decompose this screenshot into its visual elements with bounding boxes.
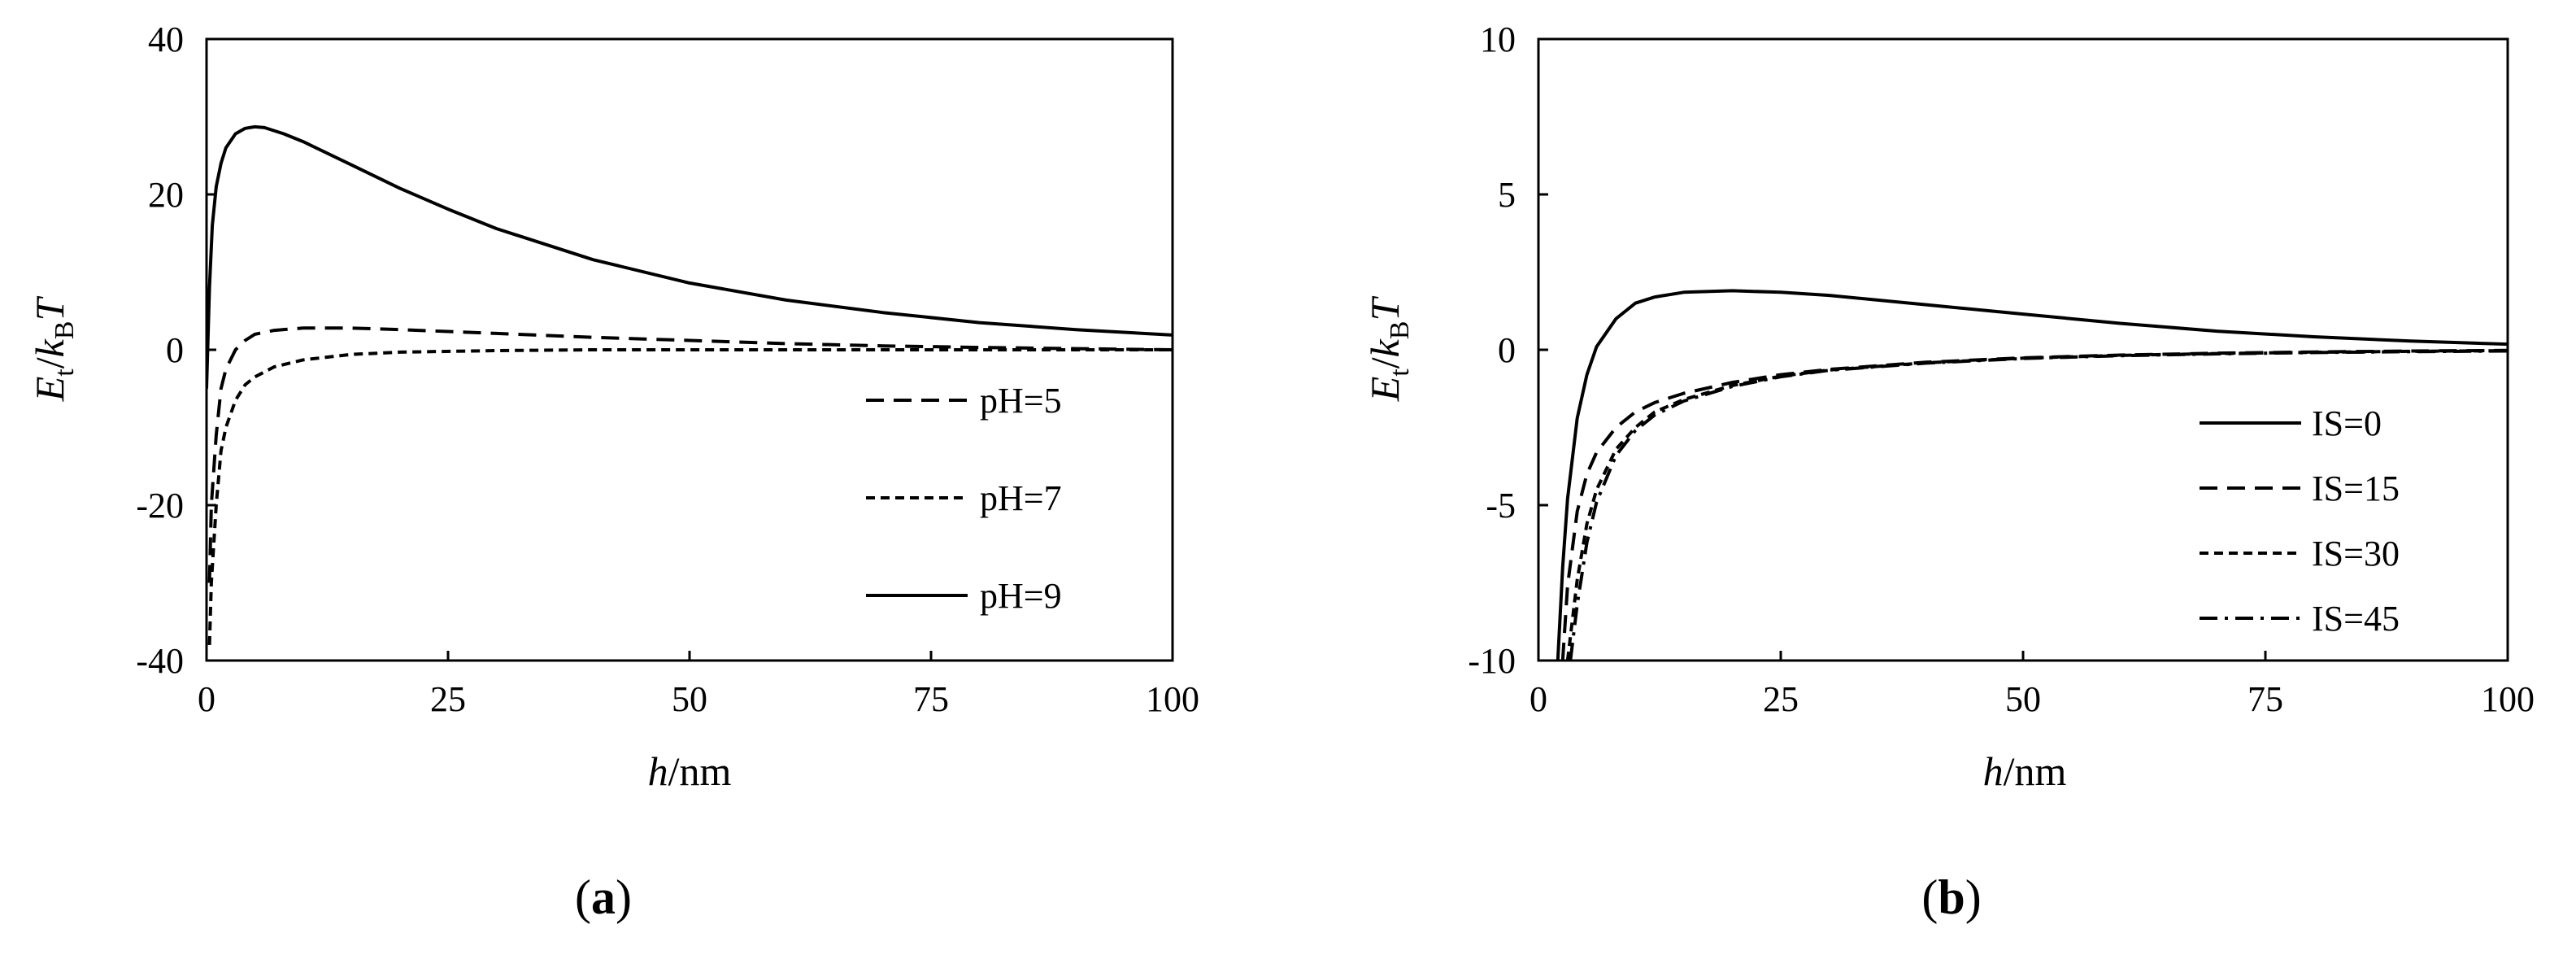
- ticks-a: 0 25 50 75 100 -40 -20 0 20 40: [136, 20, 1199, 719]
- panel-label-b: (b): [1921, 870, 1981, 924]
- x-axis-title-b: h/nm: [1983, 748, 2067, 794]
- legend-label: IS=0: [2312, 403, 2382, 443]
- ticks-b: 0 25 50 75 100 -10 -5 0 5 10: [1468, 20, 2535, 719]
- y-tick-label: 20: [148, 175, 184, 215]
- legend-label: pH=9: [980, 576, 1062, 616]
- series-line-ph-7: [207, 348, 1173, 645]
- x-tick-label: 100: [1146, 679, 1199, 719]
- series-line-is-30: [1565, 349, 2508, 661]
- series-line-is-15: [1560, 348, 2508, 661]
- curves-b: [1556, 289, 2508, 661]
- series-line-ph-9: [207, 124, 1173, 389]
- y-tick-label: 5: [1498, 175, 1516, 215]
- legend-label: pH=7: [980, 478, 1062, 518]
- x-tick-label: 75: [2247, 679, 2283, 719]
- y-tick-label: -5: [1486, 486, 1516, 525]
- y-tick-label: -20: [136, 486, 184, 525]
- x-tick-label: 0: [198, 679, 215, 719]
- y-tick-label: 40: [148, 20, 184, 59]
- legend-label: IS=15: [2312, 469, 2400, 508]
- x-tick-label: 50: [672, 679, 707, 719]
- y-tick-label: 10: [1480, 20, 1516, 59]
- y-tick-label: -40: [136, 641, 184, 681]
- legend-label: pH=5: [980, 381, 1062, 421]
- y-tick-label: 0: [166, 330, 184, 370]
- x-tick-label: 25: [430, 679, 466, 719]
- x-tick-label: 75: [913, 679, 949, 719]
- y-axis-title-b: Et/kBT: [1362, 296, 1415, 403]
- series-line-is-0: [1556, 289, 2508, 661]
- x-tick-label: 0: [1530, 679, 1547, 719]
- legend-label: IS=45: [2312, 599, 2400, 639]
- x-tick-label: 100: [2481, 679, 2535, 719]
- legend-a: pH=5 pH=7 pH=9: [866, 381, 1062, 616]
- legend-label: IS=30: [2312, 534, 2400, 573]
- x-tick-label: 25: [1763, 679, 1799, 719]
- series-line-ph-5: [207, 326, 1173, 583]
- y-tick-label: 0: [1498, 330, 1516, 370]
- curves-a: [207, 124, 1173, 645]
- x-axis-title-a: h/nm: [648, 748, 732, 794]
- y-axis-title-a: Et/kBT: [27, 296, 80, 403]
- panel-label-a: (a): [575, 870, 632, 924]
- x-tick-label: 50: [2005, 679, 2041, 719]
- y-tick-label: -10: [1468, 641, 1516, 681]
- series-line-is-45: [1569, 349, 2508, 661]
- legend-b: IS=0 IS=15 IS=30 IS=45: [2200, 403, 2400, 639]
